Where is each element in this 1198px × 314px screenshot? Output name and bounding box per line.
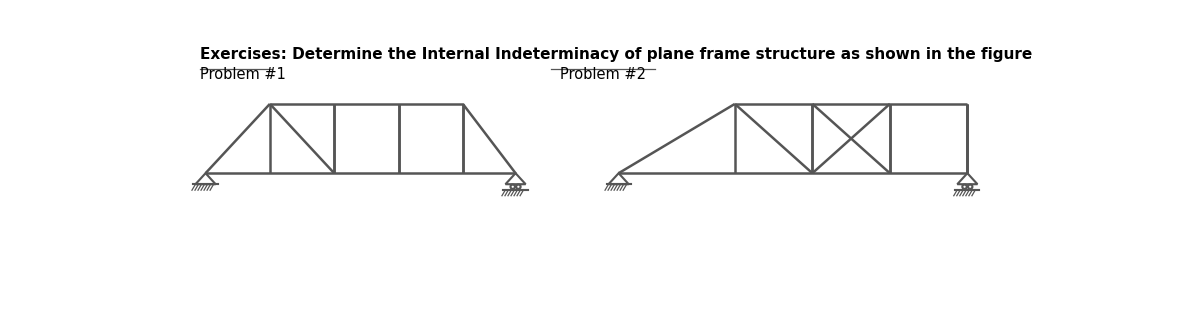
Text: Problem #2: Problem #2 <box>561 67 646 82</box>
Text: Exercises: Determine the Internal Indeterminacy of plane frame structure as show: Exercises: Determine the Internal Indete… <box>200 47 1033 62</box>
Text: Problem #1: Problem #1 <box>200 67 286 82</box>
